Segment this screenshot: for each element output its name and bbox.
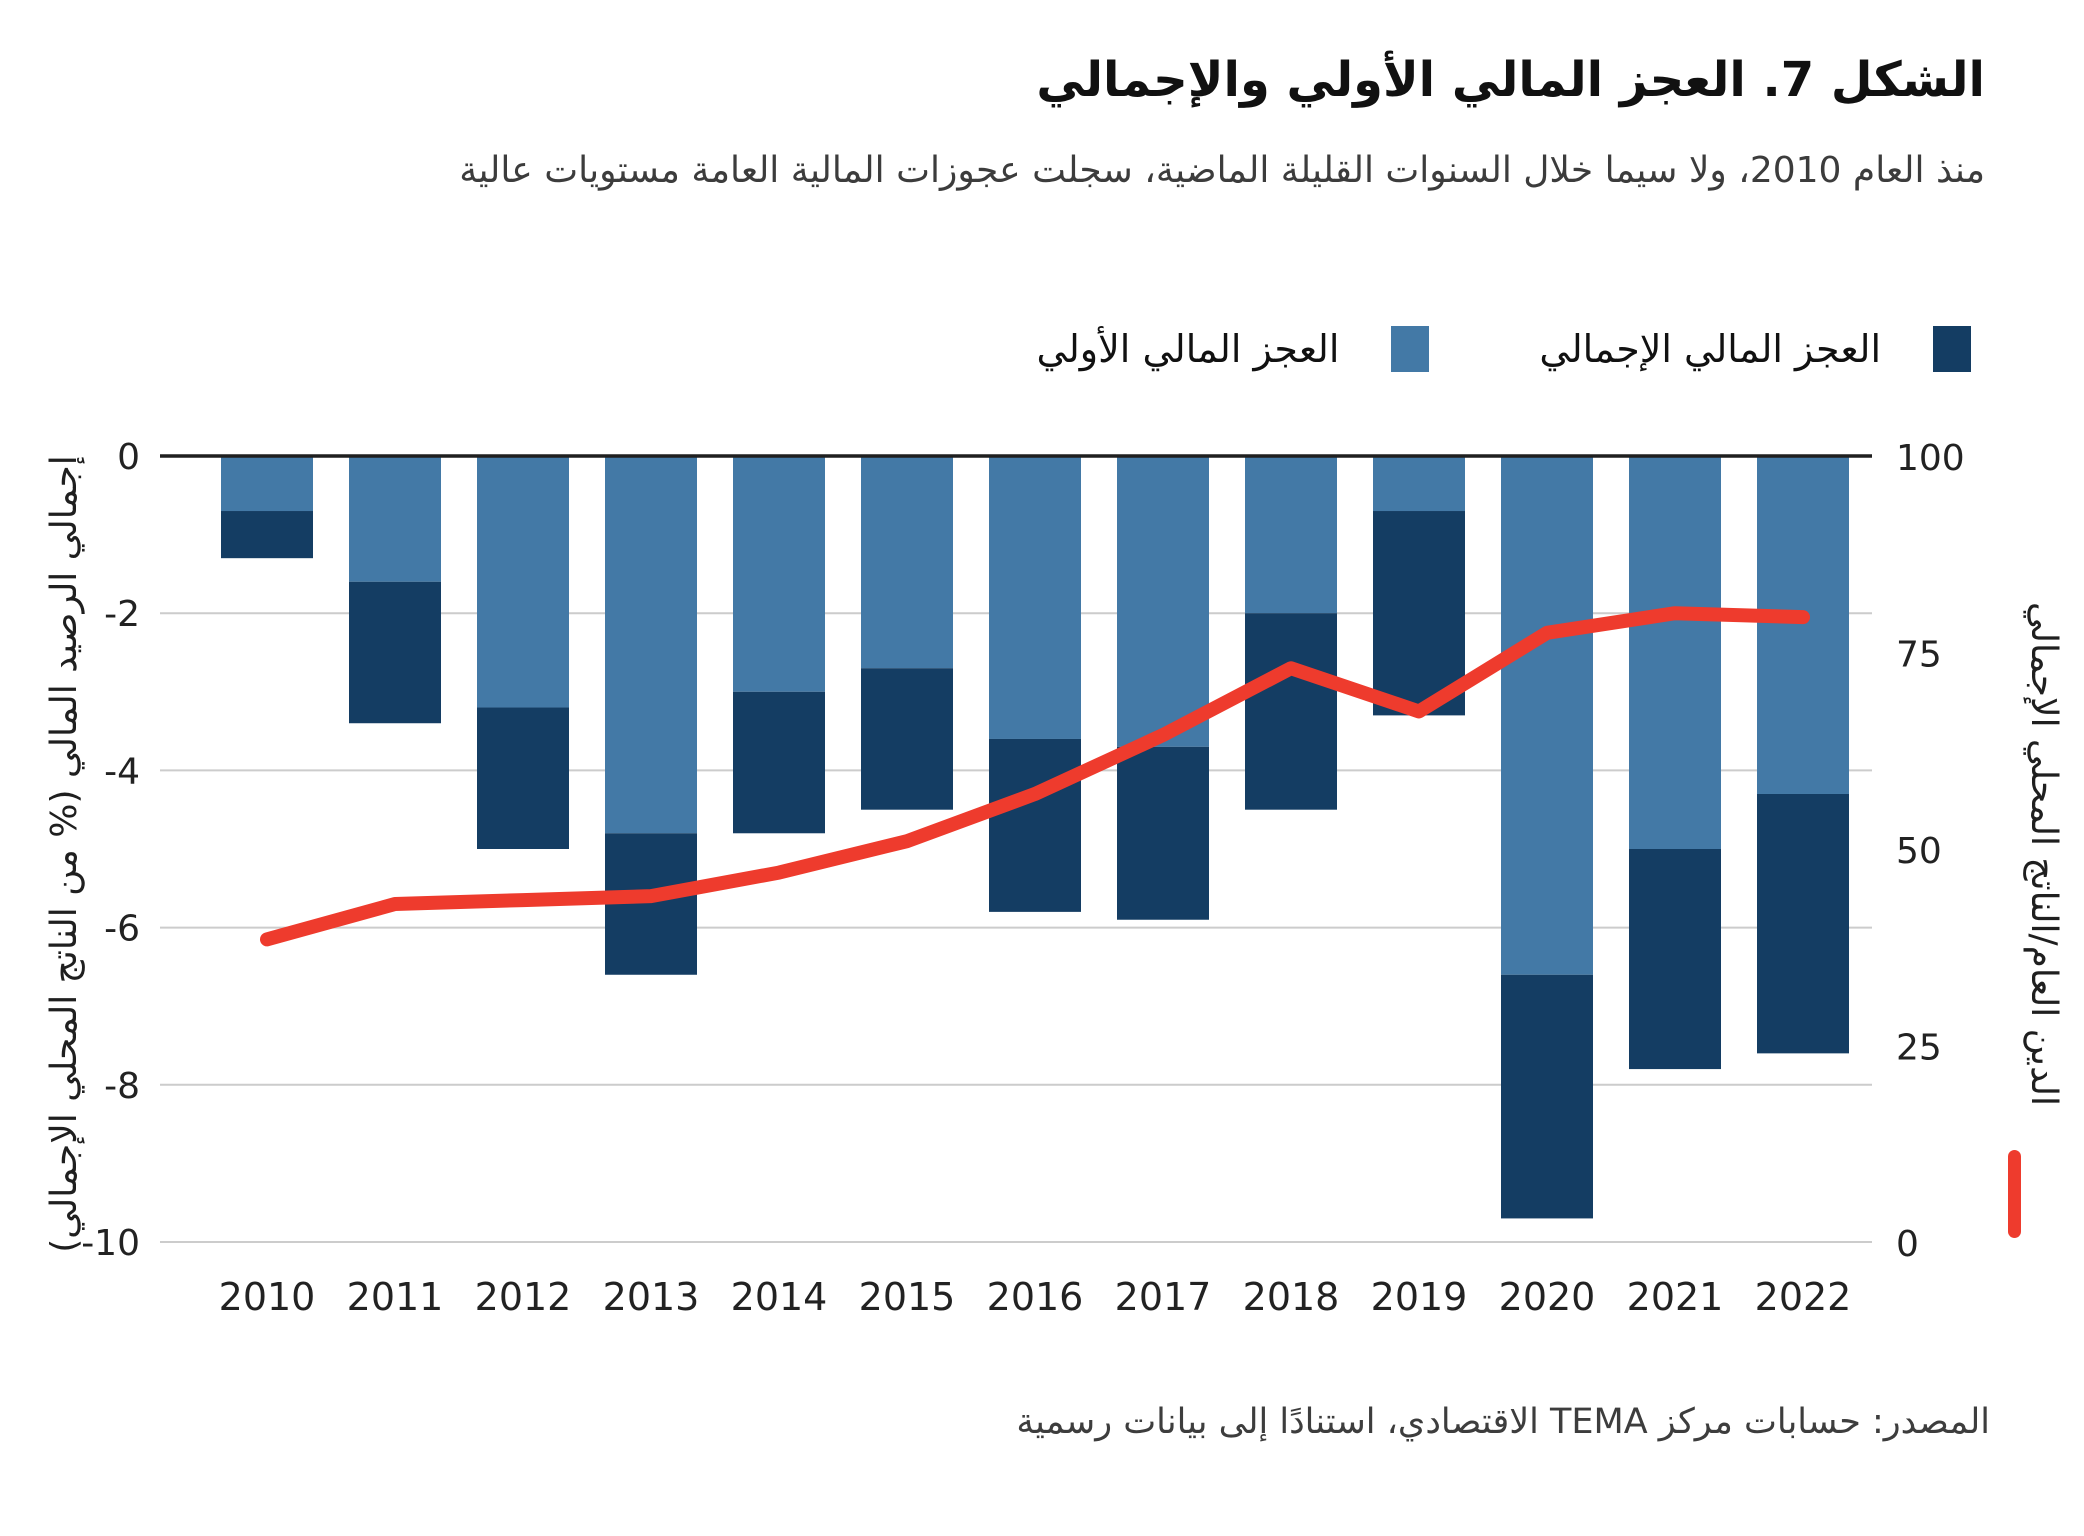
source-note: المصدر: حسابات مركز TEMA الاقتصادي، استن…	[1016, 1402, 1990, 1442]
bar-2017-primary	[1117, 456, 1209, 747]
x-tick-2010: 2010	[219, 1275, 316, 1319]
bar-2014-overall	[733, 691, 825, 834]
debt-line-legend-mark-icon	[2008, 1150, 2021, 1238]
x-tick-2013: 2013	[603, 1275, 700, 1319]
legend-label-overall: العجز المالي الإجمالي	[1539, 327, 1881, 371]
x-tick-2014: 2014	[731, 1275, 828, 1319]
bar-2010-overall	[221, 511, 313, 559]
figure-title: الشكل 7. العجز المالي الأولي والإجمالي	[1036, 52, 1985, 108]
left-tick--2: -2	[104, 594, 140, 635]
bar-2015-primary	[861, 456, 953, 669]
bar-2011-overall	[349, 581, 441, 724]
bar-2016-primary	[989, 456, 1081, 739]
bar-2019-primary	[1373, 456, 1465, 512]
right-tick-100: 100	[1896, 438, 1965, 479]
bar-2013-primary	[605, 456, 697, 834]
left-tick--4: -4	[104, 751, 140, 792]
bar-2018-overall	[1245, 613, 1337, 810]
legend-item-primary-deficit: العجز المالي الأولي	[1037, 326, 1430, 372]
overall-deficit-swatch-icon	[1933, 326, 1971, 372]
bar-2021-primary	[1629, 456, 1721, 849]
x-tick-2018: 2018	[1243, 1275, 1340, 1319]
bar-2020-overall	[1501, 974, 1593, 1219]
legend: العجز المالي الإجمالي العجز المالي الأول…	[1037, 326, 1971, 372]
bar-2017-overall	[1117, 746, 1209, 920]
x-tick-2012: 2012	[475, 1275, 572, 1319]
bar-2018-primary	[1245, 456, 1337, 614]
bar-2015-overall	[861, 668, 953, 810]
legend-item-overall-deficit: العجز المالي الإجمالي	[1539, 326, 1971, 372]
right-tick-25: 25	[1896, 1028, 1942, 1069]
bar-2020-primary	[1501, 456, 1593, 975]
left-tick--8: -8	[104, 1066, 140, 1107]
bar-2022-primary	[1757, 456, 1849, 794]
bar-2019-overall	[1373, 511, 1465, 716]
left-tick--6: -6	[104, 909, 140, 950]
right-tick-50: 50	[1896, 831, 1942, 872]
bar-2021-overall	[1629, 849, 1721, 1070]
debt-line	[260, 606, 1810, 947]
figure-subtitle: منذ العام 2010، ولا سيما خلال السنوات ال…	[459, 150, 1985, 191]
x-tick-2017: 2017	[1115, 1275, 1212, 1319]
x-tick-2020: 2020	[1499, 1275, 1596, 1319]
left-tick-0: 0	[117, 437, 140, 478]
x-tick-2019: 2019	[1371, 1275, 1468, 1319]
bar-2014-primary	[733, 456, 825, 692]
right-axis-title: الدين العام/الناتج المحلي الإجمالي	[2023, 602, 2064, 1106]
legend-label-primary: العجز المالي الأولي	[1036, 327, 1340, 371]
x-tick-2015: 2015	[859, 1275, 956, 1319]
right-tick-0: 0	[1896, 1224, 1919, 1265]
primary-deficit-swatch-icon	[1391, 326, 1430, 372]
bar-2016-overall	[989, 738, 1081, 912]
left-axis-title: إجمالي الرصيد المالي (% من الناتج المحلي…	[44, 455, 85, 1253]
x-tick-2016: 2016	[987, 1275, 1084, 1319]
left-tick--10: -10	[81, 1223, 140, 1264]
x-tick-2022: 2022	[1755, 1275, 1852, 1319]
x-tick-2021: 2021	[1627, 1275, 1724, 1319]
bar-2010-primary	[221, 456, 313, 512]
bar-2011-primary	[349, 456, 441, 582]
right-tick-75: 75	[1896, 635, 1942, 676]
x-tick-2011: 2011	[347, 1275, 444, 1319]
bar-2012-primary	[477, 456, 569, 708]
bar-2012-overall	[477, 707, 569, 849]
bar-2022-overall	[1757, 793, 1849, 1054]
